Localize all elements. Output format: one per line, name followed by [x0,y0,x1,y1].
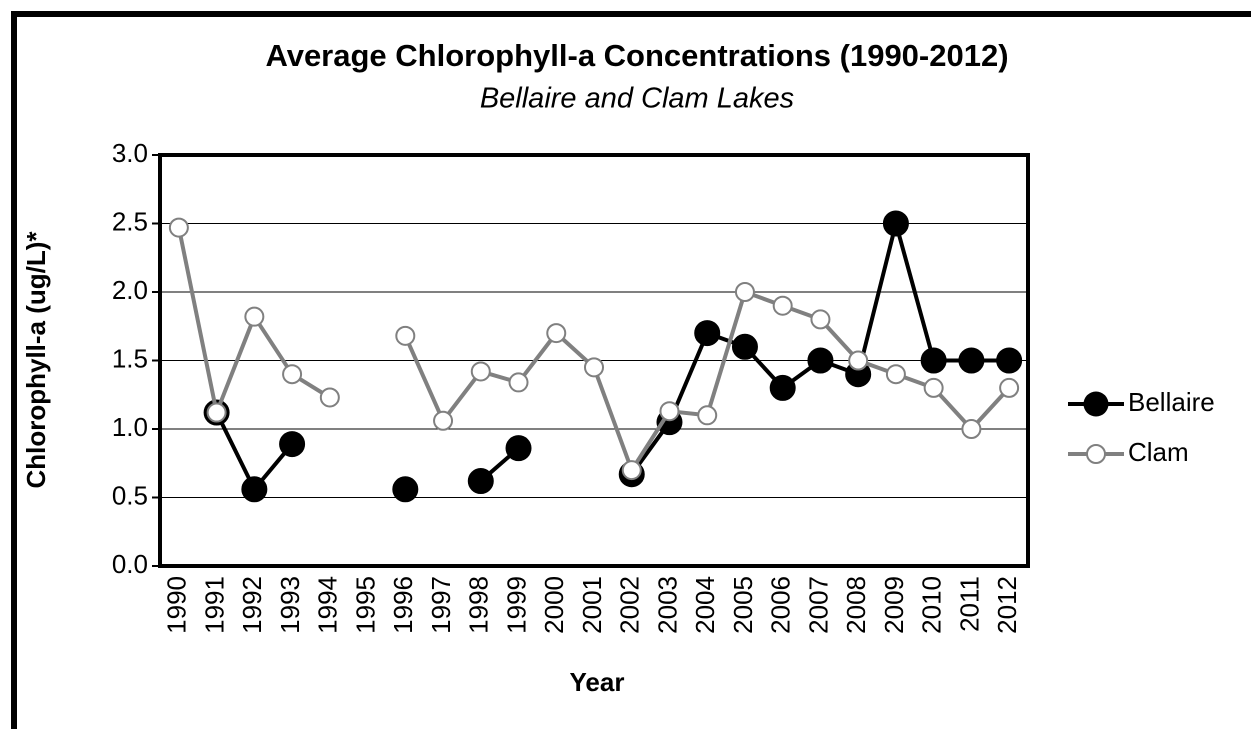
y-tick-label: 3.0 [112,138,148,168]
legend-marker [1083,391,1109,417]
marker [769,374,796,401]
x-tick-label: 2009 [879,576,909,634]
marker [697,405,718,426]
x-tick-label: 2012 [992,576,1022,634]
legend-marker [1086,444,1106,464]
y-tick-label: 2.0 [112,275,148,305]
marker [961,419,982,439]
marker [958,347,985,374]
legend-label: Bellaire [1128,387,1215,417]
marker [621,460,642,481]
marker [772,295,793,316]
x-tick-label: 2011 [954,576,984,632]
x-tick-label: 1998 [464,576,494,634]
x-tick-label: 1990 [162,576,192,634]
marker [996,347,1023,374]
marker [392,476,419,503]
marker [168,217,189,238]
marker [731,333,758,360]
marker [282,364,303,385]
plot-border [158,153,1030,568]
marker [244,306,265,327]
marker [470,361,491,382]
marker [505,435,532,462]
marker [923,377,944,398]
chart-title: Average Chlorophyll-a Concentrations (19… [265,38,1008,73]
marker [206,402,227,423]
x-tick-label: 2002 [615,576,645,634]
marker [241,476,268,503]
marker [546,323,567,344]
x-tick-label: 1996 [388,576,418,634]
y-axis-title: Chlorophyll-a (ug/L)* [21,231,51,489]
marker [882,210,909,237]
x-tick-label: 1991 [199,576,229,634]
y-tick-label: 1.0 [112,412,148,442]
y-tick-label: 0.0 [112,549,148,579]
marker [279,431,306,458]
marker [848,350,869,371]
marker [807,347,834,374]
marker [659,401,680,422]
x-tick-label: 2000 [539,576,569,634]
series-line [214,221,1010,492]
x-tick-label: 2007 [803,576,833,634]
marker [734,282,755,302]
marker [920,347,947,374]
x-tick-label: 2004 [690,576,720,634]
marker [433,410,454,431]
x-tick-label: 2005 [728,576,758,634]
y-tick-label: 2.5 [112,206,148,236]
marker [694,320,721,347]
x-tick-label: 1993 [275,576,305,634]
marker [584,357,604,378]
marker [395,325,416,346]
marker [810,309,831,330]
marker [885,364,906,385]
x-tick-label: 1997 [426,576,456,634]
x-tick-label: 2003 [652,576,682,634]
x-tick-label: 2010 [917,576,947,634]
x-tick-label: 2001 [577,576,607,634]
x-axis-title: Year [570,667,625,697]
y-tick-label: 0.5 [112,480,148,510]
x-tick-label: 1995 [350,576,380,634]
x-tick-label: 2006 [766,576,796,634]
marker [999,377,1020,398]
legend-label: Clam [1128,437,1189,467]
chart-subtitle: Bellaire and Clam Lakes [480,83,794,115]
marker [319,387,340,408]
x-tick-label: 2008 [841,576,871,634]
marker [467,468,494,495]
x-tick-label: 1999 [501,576,531,634]
marker [508,372,529,393]
x-tick-label: 1994 [313,576,343,634]
y-tick-label: 1.5 [112,343,148,373]
x-tick-label: 1992 [237,576,267,634]
